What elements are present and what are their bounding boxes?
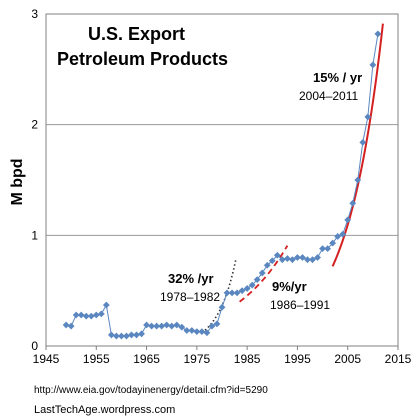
data-point [208, 322, 216, 330]
trendlines [201, 23, 384, 334]
plot-area [45, 13, 399, 347]
x-tick-label: 1995 [284, 352, 311, 366]
data-point [148, 322, 155, 330]
data-point [268, 257, 276, 265]
annotation-rate-1986-1991: 9%/yr [272, 279, 307, 294]
x-tick-label: 1945 [33, 352, 60, 366]
data-point [213, 320, 221, 328]
data-point [218, 303, 226, 311]
data-point [153, 322, 161, 330]
data-point [334, 233, 342, 240]
data-point [374, 30, 382, 38]
data-point [228, 289, 236, 297]
data-point [304, 256, 311, 264]
blog-name[interactable]: LastTechAge.wordpress.com [34, 404, 176, 416]
data-point [77, 311, 85, 319]
data-point [128, 331, 135, 339]
data-point [178, 323, 186, 331]
data-point [67, 322, 75, 330]
data-point [102, 301, 110, 309]
x-tick-label: 2005 [334, 352, 361, 366]
x-tick-label: 1965 [133, 352, 160, 366]
data-point [289, 256, 296, 264]
y-axis-label: M bpd [9, 158, 26, 205]
data-point [238, 287, 246, 295]
chart-title-line-1: U.S. Export [88, 24, 185, 44]
data-point [107, 331, 115, 339]
data-point [309, 256, 316, 264]
data-point [283, 255, 291, 262]
annotation-rate-1978-1982: 32% /yr [168, 271, 214, 286]
data-point [243, 285, 251, 292]
data-point [158, 322, 166, 330]
y-tick-label: 0 [31, 339, 38, 353]
y-tick-label: 1 [31, 228, 38, 242]
data-point [349, 199, 357, 207]
data-point [344, 216, 352, 224]
annotation-period-1978-1982: 1978–1982 [160, 290, 220, 304]
annotation-period-2004-2011: 2004–2011 [299, 89, 359, 103]
data-point [359, 138, 367, 146]
chart-title-line-2: Petroleum Products [57, 49, 228, 69]
x-tick-label: 2015 [385, 352, 412, 366]
data-point [248, 281, 256, 289]
data-point [143, 321, 150, 329]
data-point [329, 239, 337, 247]
data-point [319, 245, 326, 253]
data-point [253, 276, 261, 283]
data-point [87, 312, 95, 320]
x-tick-label: 1955 [83, 352, 110, 366]
data-point [183, 327, 191, 334]
data-point [233, 289, 241, 297]
data-point [263, 261, 271, 269]
data-point [168, 322, 176, 330]
data-point [198, 328, 206, 336]
data-point [369, 61, 377, 69]
data-point [163, 321, 171, 329]
data-point [118, 332, 125, 340]
data-point [273, 251, 281, 259]
data-point [92, 311, 100, 319]
data-point [203, 329, 211, 337]
trendline [331, 23, 384, 267]
x-tick-label: 1985 [234, 352, 261, 366]
y-tick-label: 3 [31, 7, 38, 21]
annotation-period-1986-1991: 1986–1991 [270, 298, 330, 312]
x-tick-label: 1975 [184, 352, 211, 366]
data-point [97, 310, 105, 318]
y-tick-label: 2 [31, 118, 38, 132]
data-point [324, 245, 331, 253]
data-point [72, 311, 80, 319]
data-points [62, 30, 382, 340]
trendline [239, 245, 289, 303]
data-point [223, 289, 231, 297]
data-point [278, 256, 286, 264]
data-point [364, 113, 372, 121]
annotation-rate-2004-2011: 15% / yr [313, 70, 362, 85]
source-url[interactable]: http://www.eia.gov/todayinenergy/detail.… [34, 385, 268, 396]
data-point [314, 254, 321, 261]
data-point [173, 321, 181, 329]
x-axis: 1945 1955 1965 1975 1985 1995 2005 2015 [33, 346, 412, 366]
data-point [62, 321, 70, 329]
y-axis: 0 1 2 3 [31, 7, 38, 353]
data-point [113, 332, 120, 340]
data-point [188, 327, 196, 334]
data-point [82, 312, 90, 320]
data-point [299, 254, 306, 261]
grid [46, 124, 398, 236]
data-point [354, 176, 362, 184]
data-point [294, 254, 301, 261]
data-point [123, 332, 130, 340]
data-point [339, 230, 347, 238]
data-point [258, 269, 266, 277]
data-point [193, 328, 201, 336]
data-point [133, 331, 140, 339]
data-point [138, 330, 145, 338]
